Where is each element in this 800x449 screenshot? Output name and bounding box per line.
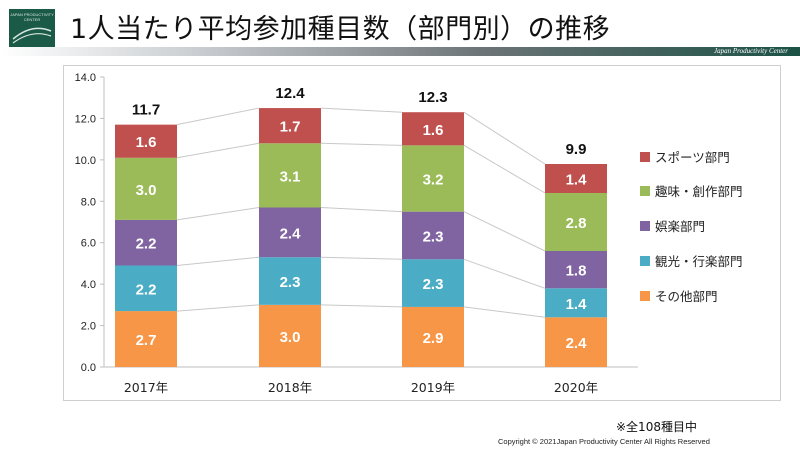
header-bar — [0, 47, 800, 56]
data-label: 3.0 — [136, 182, 157, 199]
bar-segment — [545, 164, 607, 193]
series-connector-line — [463, 144, 546, 194]
bar-segment — [259, 108, 321, 144]
series-connector-line — [463, 306, 546, 318]
bar-segment — [545, 317, 607, 367]
x-tick-label: 2018年 — [268, 380, 312, 395]
data-label: 1.7 — [280, 119, 301, 136]
x-tick-label: 2017年 — [124, 380, 168, 395]
series-connector-line — [320, 107, 403, 113]
y-tick-label: 12.0 — [75, 113, 96, 125]
company-logo: JAPAN PRODUCTIVITY CENTER — [9, 9, 55, 47]
bar-segment — [402, 211, 464, 260]
series-connector-line — [176, 107, 260, 126]
y-tick-label: 8.0 — [81, 196, 96, 208]
logo-text: JAPAN PRODUCTIVITY CENTER — [10, 12, 54, 22]
bar-segment — [115, 311, 177, 367]
series-connector-line — [463, 258, 546, 289]
total-label: 12.3 — [418, 89, 447, 106]
data-label: 3.2 — [423, 172, 444, 189]
data-label: 2.3 — [280, 274, 301, 291]
y-tick-label: 0.0 — [81, 362, 96, 374]
data-label: 2.4 — [566, 335, 588, 352]
bar-segment — [259, 143, 321, 208]
series-connector-line — [176, 256, 260, 266]
y-tick-label: 4.0 — [81, 279, 96, 291]
bar-segment — [402, 306, 464, 367]
series-connector-line — [463, 111, 546, 165]
series-connector-line — [320, 207, 403, 213]
data-label: 2.7 — [136, 332, 157, 349]
data-label: 2.2 — [136, 236, 157, 253]
data-label: 2.3 — [423, 228, 444, 245]
legend-label: 趣味・創作部門 — [655, 184, 743, 199]
bar-segment — [402, 259, 464, 307]
data-label: 2.4 — [280, 225, 302, 242]
data-label: 2.8 — [566, 215, 587, 232]
data-label: 1.4 — [566, 296, 588, 313]
series-connector-line — [320, 256, 403, 260]
legend-swatch — [640, 291, 650, 301]
bar-segment — [259, 207, 321, 258]
series-connector-line — [320, 304, 403, 308]
bar-segment — [259, 304, 321, 367]
legend-label: 観光・行楽部門 — [655, 254, 743, 269]
data-label: 2.3 — [423, 276, 444, 293]
legend-swatch — [640, 152, 650, 162]
bar-segment — [402, 112, 464, 146]
bar-segment — [545, 193, 607, 251]
data-label: 2.9 — [423, 330, 444, 347]
data-label: 3.1 — [280, 168, 301, 185]
total-label: 11.7 — [132, 102, 160, 119]
legend-swatch — [640, 221, 650, 231]
data-label: 1.4 — [566, 172, 588, 189]
bar-segment — [115, 124, 177, 158]
x-tick-label: 2020年 — [554, 380, 598, 395]
data-label: 3.0 — [280, 329, 301, 346]
bar-segment — [259, 257, 321, 305]
legend-label: 娯楽部門 — [655, 219, 705, 234]
data-label: 2.2 — [136, 281, 157, 298]
total-label: 12.4 — [275, 85, 305, 102]
tagline: Japan Productivity Center — [714, 47, 788, 55]
series-connector-line — [176, 304, 260, 312]
page-title: 1人当たり平均参加種目数（部門別）の推移 — [70, 14, 611, 45]
data-label: 1.6 — [136, 134, 157, 151]
series-connector-line — [320, 142, 403, 146]
legend-label: スポーツ部門 — [655, 150, 730, 165]
data-label: 1.6 — [423, 122, 444, 139]
data-label: 1.8 — [566, 263, 587, 280]
bar-segment — [115, 265, 177, 312]
x-tick-label: 2019年 — [411, 380, 455, 395]
footnote: ※全108種目中 — [616, 420, 697, 434]
legend-swatch — [640, 256, 650, 266]
bar-segment — [545, 288, 607, 318]
y-tick-label: 10.0 — [75, 155, 96, 167]
y-tick-label: 6.0 — [81, 238, 96, 250]
bar-segment — [545, 251, 607, 289]
total-label: 9.9 — [566, 141, 587, 158]
logo-wave-icon — [12, 27, 52, 44]
bar-segment — [115, 157, 177, 220]
copyright: Copyright © 2021Japan Productivity Cente… — [498, 437, 710, 446]
bar-segment — [115, 219, 177, 266]
y-tick-label: 14.0 — [75, 72, 96, 84]
series-connector-line — [463, 211, 546, 252]
legend-swatch — [640, 186, 650, 196]
legend-label: その他部門 — [655, 289, 718, 304]
bar-segment — [402, 145, 464, 212]
series-connector-line — [176, 207, 260, 221]
y-tick-label: 2.0 — [81, 321, 96, 333]
series-connector-line — [176, 142, 260, 159]
